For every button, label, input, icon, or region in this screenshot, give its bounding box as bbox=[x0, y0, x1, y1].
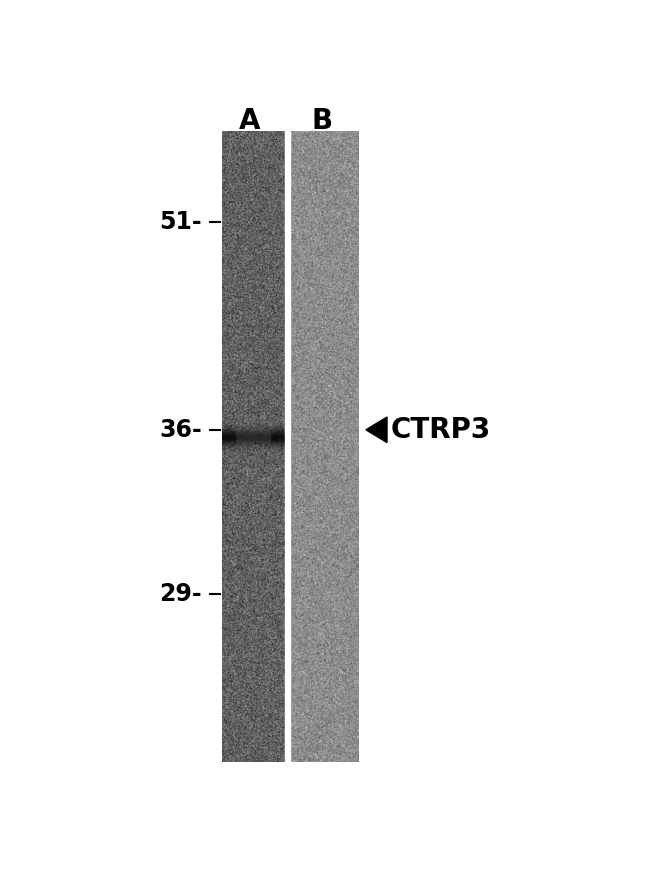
Text: A: A bbox=[239, 107, 261, 135]
Text: 51-: 51- bbox=[159, 210, 202, 234]
Text: B: B bbox=[311, 107, 333, 135]
Text: 36-: 36- bbox=[159, 418, 202, 442]
Text: 29-: 29- bbox=[159, 582, 202, 606]
Polygon shape bbox=[366, 417, 387, 442]
Text: CTRP3: CTRP3 bbox=[391, 415, 491, 444]
